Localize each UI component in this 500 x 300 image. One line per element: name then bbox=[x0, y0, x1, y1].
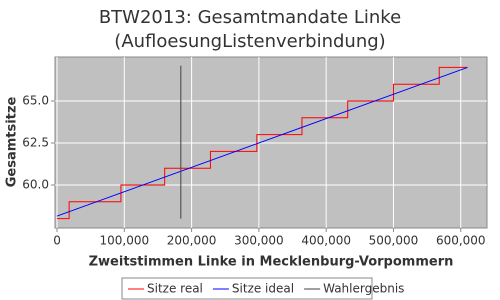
legend-label: Wahlergebnis bbox=[323, 282, 404, 296]
x-tick-label: 100,000 bbox=[99, 234, 149, 248]
x-tick-label: 300,000 bbox=[234, 234, 284, 248]
x-tick-label: 500,000 bbox=[369, 234, 419, 248]
chart-subtitle: (AufloesungListenverbindung) bbox=[114, 31, 385, 52]
legend bbox=[121, 277, 373, 300]
series-line bbox=[57, 66, 468, 220]
x-tick-label: 0 bbox=[53, 234, 61, 248]
plot-area bbox=[54, 56, 488, 229]
x-tick-label: 400,000 bbox=[301, 234, 351, 248]
y-tick-label: 60.0 bbox=[22, 177, 49, 191]
y-tick-label: 62.5 bbox=[22, 136, 49, 150]
y-tick-label: 65.0 bbox=[22, 94, 49, 108]
x-tick-label: 200,000 bbox=[167, 234, 217, 248]
legend-label: Sitze ideal bbox=[232, 282, 294, 296]
series-line bbox=[56, 66, 468, 217]
chart-title: BTW2013: Gesamtmandate Linke bbox=[99, 7, 401, 28]
legend-label: Sitze real bbox=[147, 282, 203, 296]
x-axis-label: Zweitstimmen Linke in Mecklenburg-Vorpom… bbox=[89, 255, 454, 270]
y-axis-label: Gesamtsitze bbox=[5, 97, 20, 188]
x-tick-label: 600,000 bbox=[436, 234, 486, 248]
